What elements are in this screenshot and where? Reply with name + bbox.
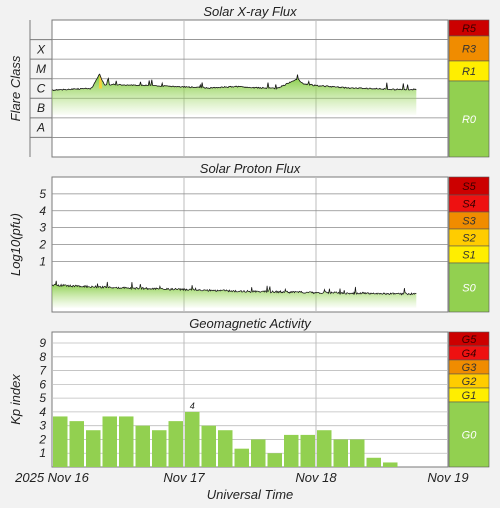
- kp-tick-label: 4: [39, 405, 46, 419]
- kp-tick-label: 2: [38, 432, 46, 446]
- flare-class-label: A: [36, 121, 45, 135]
- kp-bar: [119, 416, 134, 467]
- radio-blackout-scale-label: R3: [462, 44, 477, 56]
- flare-class-label: C: [37, 82, 46, 96]
- xray-flux-line: [51, 73, 417, 91]
- x-tick-label: Nov 17: [163, 470, 205, 485]
- geomag-storm-scale-label: G3: [462, 362, 478, 374]
- radio-blackout-scale-label: R1: [462, 66, 476, 78]
- kp-bar: [317, 430, 332, 467]
- proton-ylabel: Log10(pfu): [8, 213, 23, 276]
- proton-tick-label: 3: [39, 221, 46, 235]
- kp-bar: [152, 430, 167, 467]
- flare-class-label: B: [37, 101, 45, 115]
- proton-flux-line: [51, 280, 417, 296]
- kp-tick-label: 8: [39, 350, 46, 364]
- proton-title: Solar Proton Flux: [200, 161, 301, 176]
- kp-tick-label: 9: [39, 336, 46, 350]
- kp-tick-label: 5: [39, 391, 46, 405]
- plot-area: [51, 331, 449, 468]
- kp-bar: [53, 416, 68, 467]
- radiation-storm-scale-label: S1: [462, 250, 475, 262]
- geomag-storm-scale-label: G2: [462, 376, 477, 388]
- geomag-storm-scale-label: G0: [462, 430, 478, 442]
- x-tick-label: 2025 Nov 16: [14, 470, 89, 485]
- kp-bar: [267, 453, 282, 467]
- kp-bar: [284, 434, 299, 467]
- kp-title: Geomagnetic Activity: [189, 316, 312, 331]
- xray-ylabel: Flare Class: [8, 55, 23, 121]
- proton-fill: [52, 280, 417, 308]
- radiation-storm-scale-label: S5: [462, 181, 476, 193]
- radio-blackout-scale-band: [448, 80, 490, 158]
- geomag-storm-scale-label: G1: [462, 390, 477, 402]
- kp-ylabel: Kp index: [8, 374, 23, 425]
- radiation-storm-scale-label: S3: [462, 216, 476, 228]
- flare-class-label: M: [36, 62, 46, 76]
- kp-bar: [201, 425, 216, 467]
- radiation-storm-scale-label: S0: [462, 283, 476, 295]
- kp-bar-label: 4: [190, 401, 195, 411]
- geomag-storm-scale-label: G4: [462, 348, 477, 360]
- geomag-storm-scale-band: [448, 401, 490, 468]
- flare-class-label: X: [36, 42, 46, 56]
- proton-tick-label: 4: [39, 204, 46, 218]
- kp-bar: [135, 425, 150, 467]
- radiation-storm-scale-label: S4: [462, 199, 475, 211]
- proton-tick-label: 2: [38, 238, 46, 252]
- kp-bar: [185, 411, 200, 467]
- radio-blackout-scale-label: R0: [462, 114, 477, 126]
- kp-bar: [168, 421, 183, 467]
- x-axis-label: Universal Time: [207, 487, 294, 502]
- kp-bar: [366, 457, 381, 467]
- kp-tick-label: 1: [39, 446, 46, 460]
- kp-bar: [102, 416, 117, 467]
- kp-bar: [350, 439, 365, 467]
- proton-tick-label: 1: [39, 254, 46, 268]
- geomag-storm-scale-label: G5: [462, 334, 478, 346]
- xray-title: Solar X-ray Flux: [203, 4, 297, 19]
- kp-bar: [300, 434, 315, 467]
- kp-bar: [333, 439, 348, 467]
- kp-bar: [234, 448, 249, 467]
- proton-tick-label: 5: [39, 187, 46, 201]
- kp-bar: [69, 421, 84, 467]
- kp-tick-label: 7: [39, 364, 47, 378]
- kp-bar: [383, 462, 398, 467]
- kp-tick-label: 6: [39, 377, 46, 391]
- kp-bar: [218, 430, 233, 467]
- radio-blackout-scale-label: R5: [462, 23, 477, 35]
- xray-fill: [52, 74, 417, 115]
- radiation-storm-scale-label: S2: [462, 233, 475, 245]
- kp-bar: [251, 439, 266, 467]
- kp-bar: [86, 430, 101, 467]
- radiation-storm-scale-band: [448, 262, 490, 313]
- x-tick-label: Nov 18: [295, 470, 337, 485]
- x-tick-label: Nov 19: [427, 470, 468, 485]
- kp-tick-label: 3: [39, 419, 46, 433]
